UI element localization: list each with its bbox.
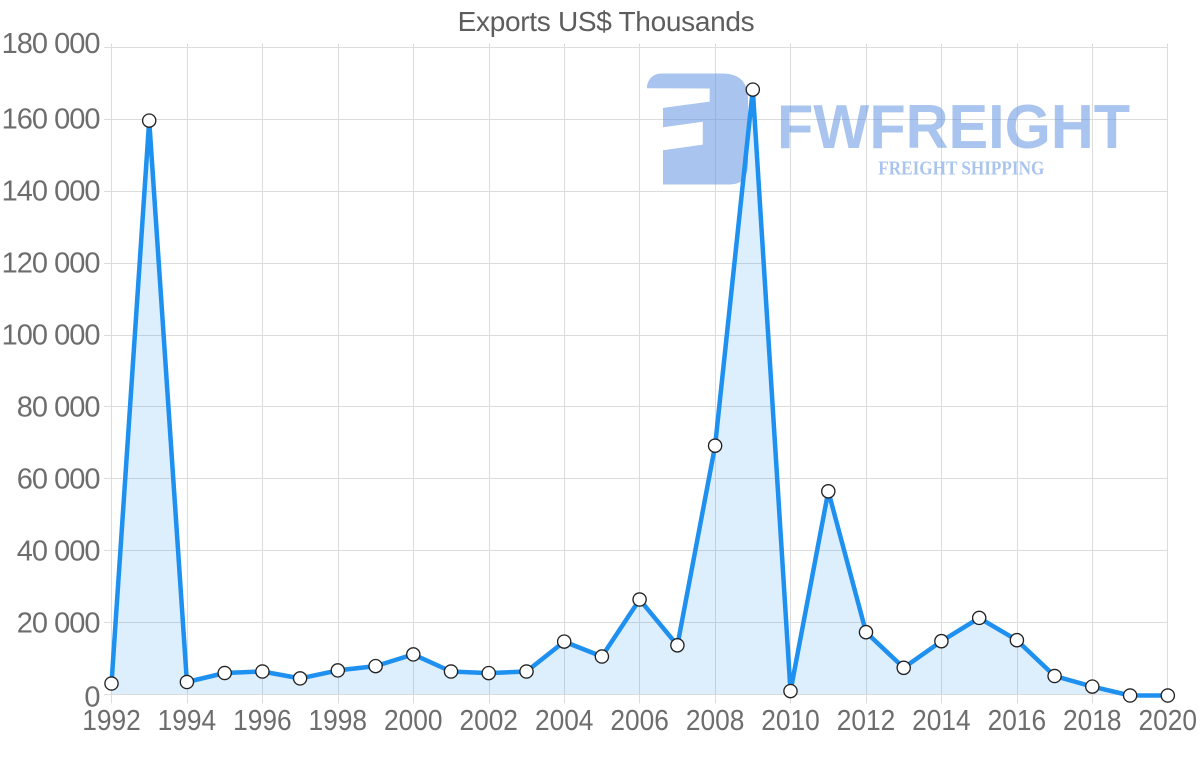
svg-text:2010: 2010 [761, 705, 820, 737]
svg-text:180 000: 180 000 [2, 28, 100, 60]
svg-text:100 000: 100 000 [2, 319, 100, 351]
svg-text:60 000: 60 000 [17, 463, 100, 495]
svg-text:20 000: 20 000 [17, 607, 100, 639]
svg-text:1998: 1998 [309, 705, 368, 737]
svg-text:2002: 2002 [459, 705, 518, 737]
svg-text:2016: 2016 [988, 705, 1047, 737]
svg-text:2020: 2020 [1139, 705, 1198, 737]
svg-text:80 000: 80 000 [17, 391, 100, 423]
svg-text:FWFREIGHT: FWFREIGHT [777, 93, 1130, 162]
svg-text:160 000: 160 000 [2, 103, 100, 135]
svg-text:120 000: 120 000 [2, 247, 100, 279]
svg-text:Exports US$ Thousands: Exports US$ Thousands [458, 6, 755, 37]
svg-text:0: 0 [84, 682, 99, 714]
svg-text:2000: 2000 [384, 705, 443, 737]
svg-text:FREIGHT SHIPPING: FREIGHT SHIPPING [878, 159, 1044, 180]
svg-text:2018: 2018 [1063, 705, 1122, 737]
svg-text:2012: 2012 [837, 705, 896, 737]
svg-text:1994: 1994 [158, 705, 217, 737]
svg-text:140 000: 140 000 [2, 175, 100, 207]
svg-text:1996: 1996 [233, 705, 292, 737]
svg-text:2008: 2008 [686, 705, 745, 737]
svg-text:40 000: 40 000 [17, 535, 100, 567]
svg-text:2006: 2006 [610, 705, 669, 737]
svg-text:1992: 1992 [82, 705, 141, 737]
svg-text:2004: 2004 [535, 705, 594, 737]
svg-text:2014: 2014 [912, 705, 971, 737]
